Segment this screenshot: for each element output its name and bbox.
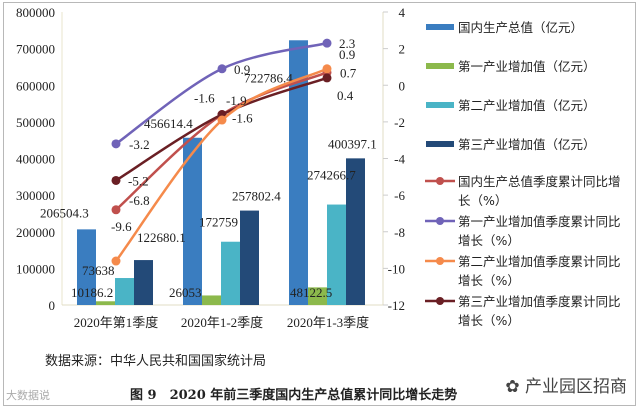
legend-marker (436, 217, 444, 225)
legend-marker (436, 297, 444, 305)
legend-label: 国内生产总值季度累计同比增 (458, 174, 621, 189)
line-point (111, 205, 121, 215)
line-point (111, 139, 121, 149)
line-data-label: -1.6 (194, 91, 215, 106)
legend-label: 国内生产总值（亿元） (458, 20, 583, 35)
bar-data-label: 73638 (82, 263, 115, 278)
line-series-3 (115, 67, 328, 262)
figure-frame (3, 2, 636, 406)
legend-swatch (426, 102, 454, 108)
bar-data-label: 456614.4 (144, 116, 193, 131)
line-point (322, 64, 332, 74)
right-tick-label: 4 (399, 5, 406, 20)
watermark: ✿ 产业园区招商 (505, 377, 627, 397)
bar-3-2 (221, 241, 240, 305)
right-tick-label: -6 (394, 188, 405, 203)
line-point (322, 73, 332, 83)
legend-label: 第一产业增加值季度累计同比 (458, 214, 621, 229)
line-data-label: 2.3 (339, 36, 355, 51)
bar-4-1 (134, 260, 153, 305)
legend-label: 增长（%） (458, 233, 520, 248)
bar-2-2 (202, 295, 221, 305)
legend-label: 第三产业增加值（亿元） (458, 137, 596, 152)
line-data-label: -1.9 (226, 93, 247, 108)
left-tick-label: 800000 (16, 5, 55, 20)
line-point (217, 64, 227, 74)
bar-4-3 (346, 158, 365, 305)
line-data-label: -3.2 (129, 137, 150, 152)
line-point (111, 175, 121, 185)
legend-label: 第二产业增加值（亿元） (458, 98, 596, 113)
left-tick-label: 400000 (16, 152, 55, 167)
legend-swatch (426, 63, 454, 69)
legend-marker (436, 177, 444, 185)
bar-3-1 (115, 278, 134, 305)
line-point (322, 38, 332, 48)
legend-label: 长（%） (458, 193, 507, 208)
right-tick-label: -2 (394, 115, 405, 130)
line-data-label: 0.4 (337, 88, 354, 103)
left-tick-label: 100000 (16, 261, 55, 276)
bar-data-label: 722786.4 (244, 70, 293, 85)
bar-data-label: 400397.1 (328, 136, 377, 151)
right-tick-label: -8 (394, 225, 405, 240)
line-data-label: -5.2 (128, 173, 149, 188)
bar-data-label: 48122.5 (290, 285, 332, 300)
bar-data-label: 26053 (169, 285, 202, 300)
left-tick-label: 0 (49, 298, 56, 313)
legend-label: 增长（%） (458, 313, 520, 328)
left-tick-label: 300000 (16, 188, 55, 203)
bar-1-3 (289, 40, 308, 305)
line-data-label: -6.8 (129, 193, 150, 208)
bar-2-3 (308, 287, 327, 305)
right-tick-label: 0 (399, 78, 406, 93)
legend-label: 第二产业增加值季度累计同比 (458, 254, 621, 269)
bar-1-1 (77, 229, 96, 305)
line-point (111, 256, 121, 266)
watermark-left: 大数据说 (6, 389, 50, 402)
legend-label: 第三产业增加值季度累计同比 (458, 294, 621, 309)
left-tick-label: 600000 (16, 78, 55, 93)
bar-2-1 (96, 301, 115, 305)
legend-swatch (426, 141, 454, 147)
line-point (217, 115, 227, 125)
left-tick-label: 500000 (16, 115, 55, 130)
left-tick-label: 200000 (16, 225, 55, 240)
legend-marker (436, 257, 444, 265)
figure-caption: 图 9 2020 年前三季度国内生产总值累计同比增长走势 (130, 388, 458, 403)
right-tick-label: -12 (388, 298, 405, 313)
line-data-label: 0.7 (340, 65, 357, 80)
line-data-label: -1.6 (232, 111, 253, 126)
bar-data-label: 172759 (199, 215, 238, 230)
bar-data-label: 10186.2 (71, 285, 113, 300)
category-label: 2020年1-3季度 (287, 315, 369, 330)
bar-data-label: 274266.7 (307, 168, 356, 183)
bar-data-label: 206504.3 (40, 205, 89, 220)
line-data-label: 0.9 (339, 47, 355, 62)
bar-1-2 (183, 137, 202, 305)
bar-3-3 (327, 204, 346, 305)
line-data-label: 0.9 (234, 62, 250, 77)
bar-data-label: 257802.4 (232, 189, 281, 204)
data-source: 数据来源：中华人民共和国国家统计局 (45, 354, 267, 369)
legend-label: 增长（%） (458, 273, 520, 288)
bar-4-2 (240, 210, 259, 305)
category-label: 2020年第1季度 (74, 315, 159, 330)
right-tick-label: 2 (399, 42, 406, 57)
legend-swatch (426, 24, 454, 30)
left-tick-label: 700000 (16, 42, 55, 57)
bar-data-label: 122680.1 (137, 230, 186, 245)
line-data-label: -9.6 (111, 219, 132, 234)
legend-label: 第一产业增加值（亿元） (458, 59, 596, 74)
right-tick-label: -10 (388, 261, 405, 276)
category-label: 2020年1-2季度 (181, 315, 263, 330)
watermark-text: 产业园区招商 (525, 377, 627, 397)
right-tick-label: -4 (394, 152, 405, 167)
